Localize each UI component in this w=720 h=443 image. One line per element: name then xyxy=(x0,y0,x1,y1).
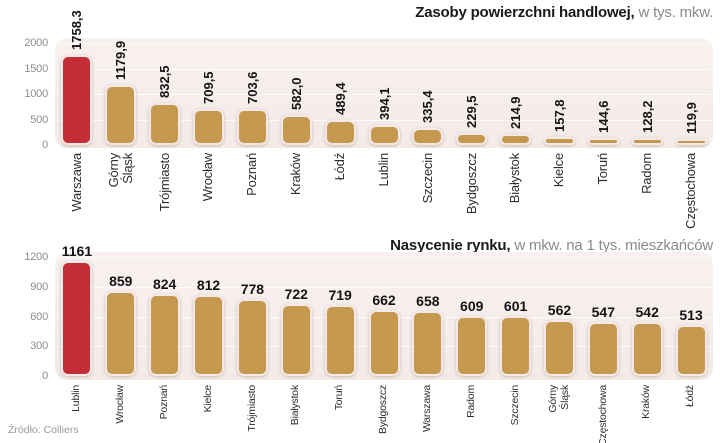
bar-trojmiasto xyxy=(149,102,181,145)
bar-bialystok xyxy=(500,134,532,145)
value-label: 662 xyxy=(372,292,396,309)
value-label: 513 xyxy=(679,307,703,324)
bar-bialystok xyxy=(280,304,312,376)
value-label: 812 xyxy=(196,277,221,294)
value-label: 658 xyxy=(416,292,440,309)
gridline xyxy=(57,286,711,288)
gridline xyxy=(57,94,711,95)
bar-wroclaw xyxy=(105,290,137,376)
bar-warszawa xyxy=(61,55,93,145)
bar-poznan xyxy=(236,109,268,145)
y-tick-label: 0 xyxy=(42,370,48,382)
gridline xyxy=(57,68,711,70)
bar-torun xyxy=(324,304,356,376)
gridline xyxy=(57,43,711,44)
category-label-czestochowa: Częstochowa xyxy=(596,385,609,443)
y-tick-label: 600 xyxy=(30,310,48,323)
chart2-title: Nasycenie rynku, w mkw. na 1 tys. mieszka… xyxy=(390,237,713,254)
value-label: 562 xyxy=(547,302,572,319)
value-label: 824 xyxy=(152,276,177,293)
chart2-title-bold: Nasycenie rynku, xyxy=(390,237,511,254)
y-tick-label: 0 xyxy=(42,139,48,151)
y-tick-label: 1000 xyxy=(24,88,48,100)
bar-lublin xyxy=(61,260,93,376)
bar-szczecin xyxy=(500,316,532,376)
value-label: 547 xyxy=(591,303,615,320)
bar-gorny-slask xyxy=(105,84,137,145)
bar-krakow xyxy=(280,115,312,145)
gridline xyxy=(57,257,711,258)
category-label-trojmiasto: Trójmiasto xyxy=(245,385,258,432)
chart1-title: Zasoby powierzchni handlowej, w tys. mkw. xyxy=(415,4,713,21)
bar-bydgoszcz xyxy=(368,310,400,376)
category-label-krakow: Kraków xyxy=(640,385,653,419)
value-label: 1161 xyxy=(61,242,93,259)
bar-lodz xyxy=(675,325,707,376)
value-label: 719 xyxy=(328,286,352,303)
value-label: 542 xyxy=(635,304,659,321)
bar-krakow xyxy=(631,322,663,376)
category-label-kielce: Kielce xyxy=(201,385,214,413)
y-tick-label: 1200 xyxy=(24,251,48,263)
value-label: 601 xyxy=(503,298,528,315)
bar-trojmiasto xyxy=(236,298,268,376)
bar-kielce xyxy=(193,295,225,376)
y-tick-label: 500 xyxy=(30,113,48,126)
y-tick-label: 1500 xyxy=(24,62,48,75)
gridline xyxy=(57,119,711,121)
source-note: Źródło: Colliers xyxy=(8,424,79,436)
bar-kielce xyxy=(543,136,575,145)
chart1-title-unit: w tys. mkw. xyxy=(638,4,714,21)
bar-poznan xyxy=(149,294,181,376)
category-label-poznan: Poznań xyxy=(157,385,170,420)
category-label-bialystok: Białystok xyxy=(289,385,302,426)
category-label-warszawa: Warszawa xyxy=(421,385,434,433)
y-tick-label: 900 xyxy=(30,280,48,293)
value-label: 778 xyxy=(240,280,265,297)
category-label-bydgoszcz: Bydgoszcz xyxy=(377,385,390,434)
bar-bydgoszcz xyxy=(456,133,488,145)
category-label-lodz: Łódź xyxy=(684,385,697,407)
category-label-radom: Radom xyxy=(464,385,477,418)
bar-warszawa xyxy=(412,310,444,376)
y-tick-label: 300 xyxy=(30,340,48,353)
category-label-szczecin: Szczecin xyxy=(508,385,521,426)
y-tick-label: 2000 xyxy=(24,37,48,49)
chart1-title-bold: Zasoby powierzchni handlowej, xyxy=(415,4,635,21)
chart2-title-unit: w mkw. na 1 tys. mieszkańców xyxy=(514,237,713,254)
value-label: 722 xyxy=(284,286,308,303)
bar-radom xyxy=(631,138,663,145)
category-label-torun: Toruń xyxy=(333,385,346,411)
category-label-gorny-slask: Górny Śląsk xyxy=(546,385,571,413)
bar-lublin xyxy=(368,124,400,145)
bar-czestochowa xyxy=(587,321,619,376)
bar-wroclaw xyxy=(193,108,225,145)
bar-torun xyxy=(587,137,619,145)
value-label: 859 xyxy=(109,272,133,289)
bar-czestochowa xyxy=(675,138,707,145)
category-label-wroclaw: Wrocław xyxy=(114,385,127,424)
bar-szczecin xyxy=(412,127,444,145)
value-label: 609 xyxy=(460,297,484,314)
bar-lodz xyxy=(324,120,356,145)
category-label-lublin: Lublin xyxy=(70,385,83,412)
bar-radom xyxy=(456,315,488,376)
bar-gorny-slask xyxy=(543,320,575,376)
